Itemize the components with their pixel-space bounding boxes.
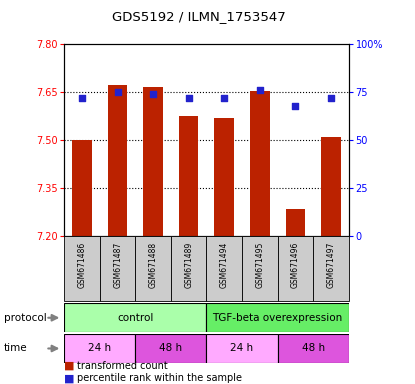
Bar	[321, 137, 341, 236]
FancyBboxPatch shape	[278, 334, 349, 363]
Text: GSM671497: GSM671497	[326, 242, 335, 288]
Point	[256, 87, 263, 93]
Text: 48 h: 48 h	[302, 343, 325, 354]
Bar	[250, 91, 269, 236]
FancyBboxPatch shape	[64, 334, 135, 363]
Point	[186, 95, 192, 101]
Text: ■: ■	[64, 361, 75, 371]
Text: transformed count: transformed count	[77, 361, 168, 371]
FancyBboxPatch shape	[313, 236, 349, 301]
Point	[221, 95, 227, 101]
Bar	[72, 140, 92, 236]
Point	[114, 89, 121, 95]
Bar	[144, 87, 163, 236]
Bar	[179, 116, 198, 236]
FancyBboxPatch shape	[242, 236, 278, 301]
Text: GSM671487: GSM671487	[113, 242, 122, 288]
Text: protocol: protocol	[4, 313, 47, 323]
FancyBboxPatch shape	[278, 236, 313, 301]
Text: GSM671495: GSM671495	[255, 242, 264, 288]
Point	[327, 95, 334, 101]
Text: GSM671486: GSM671486	[78, 242, 87, 288]
Text: TGF-beta overexpression: TGF-beta overexpression	[212, 313, 343, 323]
Text: control: control	[117, 313, 154, 323]
Bar	[108, 85, 127, 236]
Text: GSM671489: GSM671489	[184, 242, 193, 288]
Text: time: time	[4, 343, 28, 354]
FancyBboxPatch shape	[135, 236, 171, 301]
Bar	[286, 209, 305, 236]
Text: GSM671496: GSM671496	[291, 242, 300, 288]
FancyBboxPatch shape	[135, 334, 207, 363]
Text: 24 h: 24 h	[230, 343, 254, 354]
FancyBboxPatch shape	[207, 236, 242, 301]
Text: GSM671488: GSM671488	[149, 242, 158, 288]
Bar	[215, 118, 234, 236]
Point	[292, 103, 299, 109]
FancyBboxPatch shape	[64, 236, 100, 301]
Text: GDS5192 / ILMN_1753547: GDS5192 / ILMN_1753547	[112, 10, 286, 23]
Text: 24 h: 24 h	[88, 343, 111, 354]
FancyBboxPatch shape	[64, 303, 207, 332]
FancyBboxPatch shape	[207, 303, 349, 332]
FancyBboxPatch shape	[100, 236, 135, 301]
FancyBboxPatch shape	[171, 236, 207, 301]
Text: GSM671494: GSM671494	[220, 242, 229, 288]
Text: ■: ■	[64, 373, 75, 383]
Text: percentile rank within the sample: percentile rank within the sample	[77, 373, 242, 383]
FancyBboxPatch shape	[207, 334, 278, 363]
Point	[150, 91, 156, 97]
Point	[79, 95, 85, 101]
Text: 48 h: 48 h	[159, 343, 183, 354]
